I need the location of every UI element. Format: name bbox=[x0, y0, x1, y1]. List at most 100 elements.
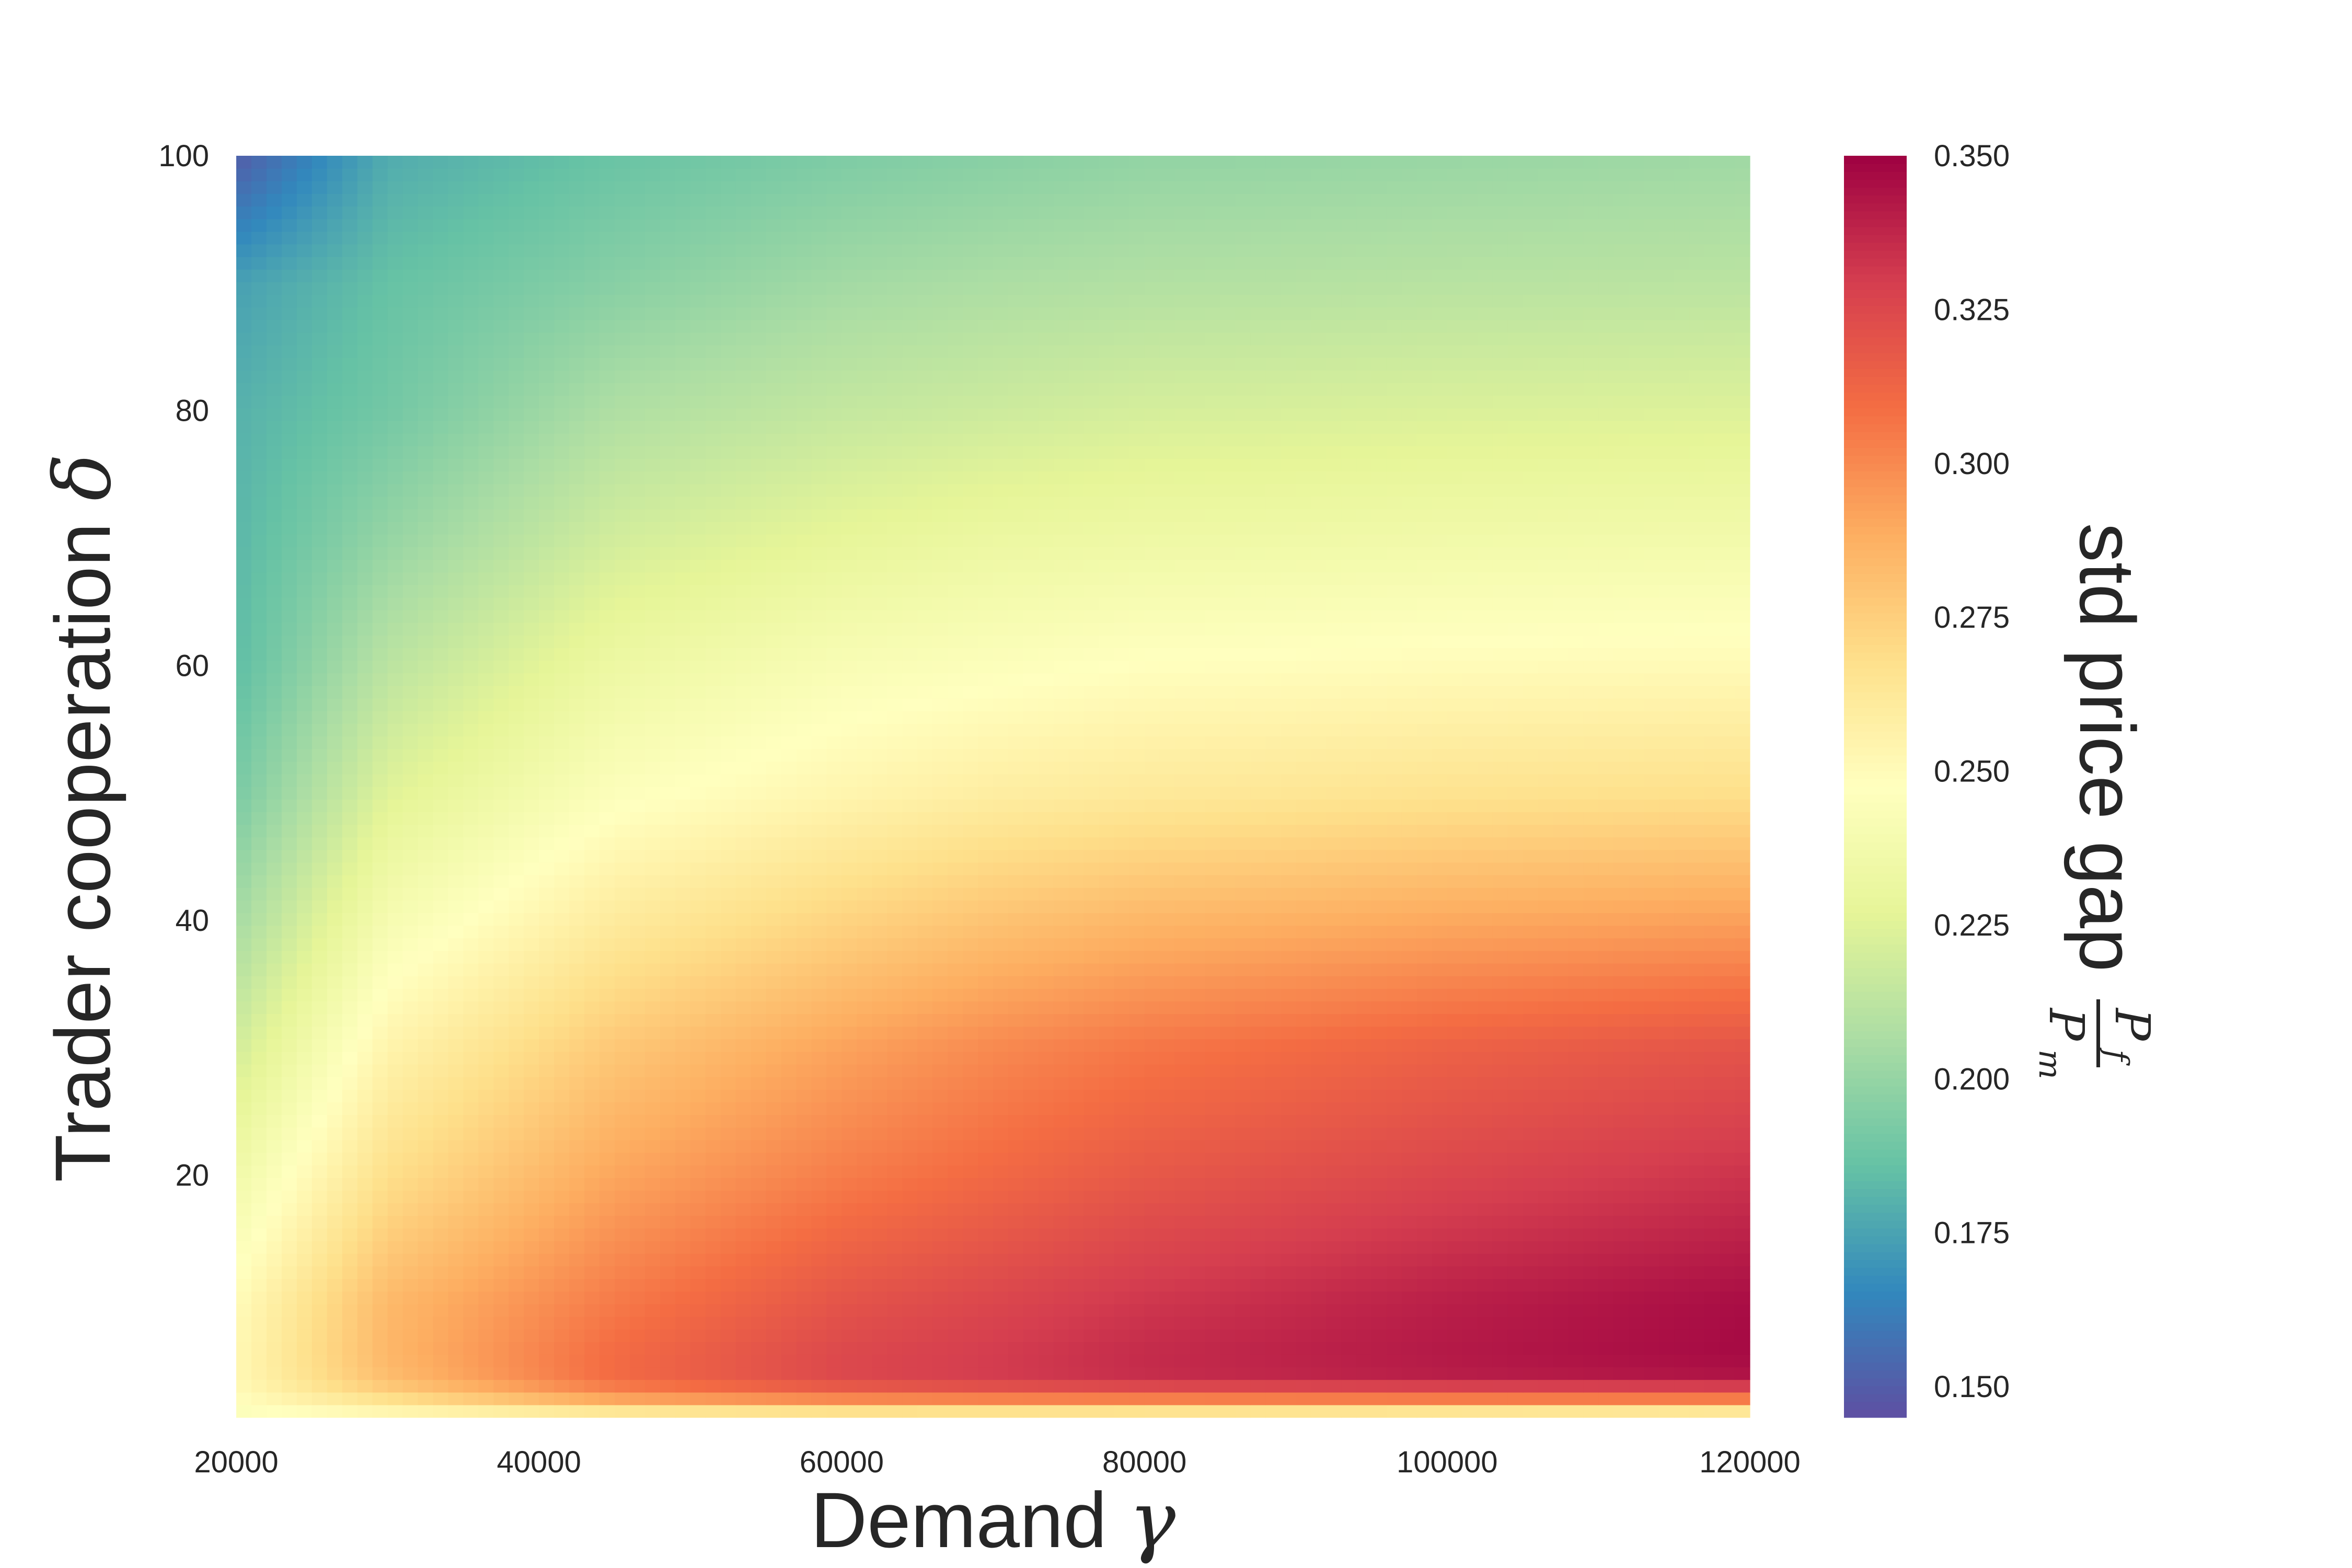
heatmap-cell bbox=[1205, 1215, 1220, 1229]
heatmap-cell bbox=[1447, 938, 1463, 951]
heatmap-cell bbox=[1386, 1039, 1402, 1052]
heatmap-cell bbox=[1613, 963, 1629, 976]
heatmap-cell bbox=[826, 1077, 842, 1090]
heatmap-cell bbox=[1235, 938, 1251, 951]
heatmap-cell bbox=[1674, 1190, 1690, 1204]
heatmap-cell bbox=[978, 887, 994, 901]
heatmap-cell bbox=[1568, 824, 1584, 838]
heatmap-cell bbox=[1613, 1114, 1629, 1128]
heatmap-cell bbox=[615, 1228, 630, 1241]
heatmap-cell bbox=[1174, 1089, 1191, 1103]
heatmap-cell bbox=[978, 1077, 994, 1090]
heatmap-cell bbox=[781, 1228, 797, 1241]
heatmap-cell bbox=[1296, 787, 1311, 800]
heatmap-cell bbox=[1311, 1139, 1327, 1153]
heatmap-cell bbox=[826, 1102, 842, 1115]
heatmap-cell bbox=[418, 837, 434, 850]
heatmap-cell bbox=[372, 1379, 388, 1393]
heatmap-cell bbox=[342, 812, 358, 825]
heatmap-cell bbox=[418, 1178, 434, 1191]
heatmap-cell bbox=[1523, 1178, 1539, 1191]
heatmap-cell bbox=[1038, 1102, 1054, 1115]
heatmap-cell bbox=[1205, 1190, 1220, 1204]
heatmap-cell bbox=[735, 1051, 752, 1065]
heatmap-cell bbox=[675, 925, 691, 939]
heatmap-cell bbox=[251, 824, 267, 838]
heatmap-cell bbox=[1386, 887, 1402, 901]
heatmap-cell bbox=[569, 1253, 585, 1266]
heatmap-cell bbox=[1371, 1089, 1387, 1103]
heatmap-cell bbox=[1477, 1304, 1493, 1317]
heatmap-cell bbox=[796, 1367, 812, 1380]
heatmap-cell bbox=[902, 1266, 918, 1279]
heatmap-cell bbox=[1553, 1026, 1569, 1040]
heatmap-cell bbox=[1507, 787, 1524, 800]
heatmap-cell bbox=[766, 1354, 782, 1368]
heatmap-cell bbox=[993, 1127, 1009, 1140]
heatmap-cell bbox=[1341, 1089, 1357, 1103]
heatmap-cell bbox=[660, 1026, 676, 1040]
heatmap-cell bbox=[1432, 925, 1448, 939]
heatmap-cell bbox=[1159, 976, 1175, 989]
heatmap-cell bbox=[584, 1215, 600, 1229]
heatmap-cell bbox=[1553, 1354, 1569, 1368]
heatmap-cell bbox=[720, 1329, 736, 1342]
heatmap-cell bbox=[1371, 1152, 1387, 1166]
heatmap-cell bbox=[539, 1354, 555, 1368]
heatmap-cell bbox=[1159, 1367, 1175, 1380]
heatmap-cell bbox=[917, 1102, 933, 1115]
heatmap-cell bbox=[1644, 862, 1659, 875]
heatmap-cell bbox=[1250, 1253, 1266, 1266]
heatmap-cell bbox=[751, 1253, 767, 1266]
heatmap-cell bbox=[463, 1354, 479, 1368]
heatmap-cell bbox=[1613, 1139, 1629, 1153]
heatmap-cell bbox=[1235, 837, 1251, 850]
heatmap-cell bbox=[1099, 1001, 1115, 1014]
heatmap-cell bbox=[1674, 1001, 1690, 1014]
heatmap-cell bbox=[1250, 1114, 1266, 1128]
heatmap-cell bbox=[524, 824, 539, 838]
heatmap-cell bbox=[1507, 1278, 1524, 1292]
heatmap-cell bbox=[948, 1026, 963, 1040]
heatmap-cell bbox=[1735, 913, 1750, 926]
heatmap-cell bbox=[781, 812, 797, 825]
heatmap-cell bbox=[1598, 1165, 1614, 1178]
heatmap-cell bbox=[1629, 1051, 1644, 1065]
heatmap-cell bbox=[720, 1190, 736, 1204]
heatmap-cell bbox=[584, 1278, 600, 1292]
heatmap-cell bbox=[1174, 1278, 1191, 1292]
heatmap-cell bbox=[357, 925, 373, 939]
heatmap-cell bbox=[978, 812, 994, 825]
heatmap-cell bbox=[826, 1291, 842, 1305]
heatmap-cell bbox=[1250, 837, 1266, 850]
heatmap-cell bbox=[1644, 1064, 1659, 1077]
heatmap-cell bbox=[993, 1329, 1009, 1342]
heatmap-cell bbox=[1553, 1316, 1569, 1330]
heatmap-cell bbox=[735, 1039, 752, 1052]
heatmap-cell bbox=[1159, 1127, 1175, 1140]
heatmap-cell bbox=[1689, 1342, 1705, 1355]
heatmap-cell bbox=[1250, 812, 1266, 825]
heatmap-cell bbox=[1281, 1379, 1296, 1393]
heatmap-cell bbox=[1099, 900, 1115, 913]
heatmap-cell bbox=[1477, 1228, 1493, 1241]
heatmap-cell bbox=[660, 1329, 676, 1342]
heatmap-cell bbox=[1523, 1278, 1539, 1292]
heatmap-cell bbox=[902, 1089, 918, 1103]
heatmap-cell bbox=[387, 812, 403, 825]
heatmap-cell bbox=[1190, 1392, 1206, 1405]
heatmap-cell bbox=[1190, 1203, 1206, 1216]
heatmap-cell bbox=[1432, 1215, 1448, 1229]
heatmap-cell bbox=[493, 988, 509, 1001]
heatmap-cell bbox=[811, 1342, 827, 1355]
heatmap-cell bbox=[1477, 837, 1493, 850]
heatmap-cell bbox=[1250, 900, 1266, 913]
heatmap-cell bbox=[236, 1064, 252, 1077]
heatmap-cell bbox=[872, 1228, 887, 1241]
heatmap-cell bbox=[1250, 874, 1266, 888]
heatmap-cell bbox=[1129, 1228, 1145, 1241]
heatmap-cell bbox=[1613, 837, 1629, 850]
heatmap-cell bbox=[1583, 824, 1599, 838]
heatmap-cell bbox=[1416, 1039, 1433, 1052]
heatmap-cell bbox=[1416, 1404, 1433, 1418]
